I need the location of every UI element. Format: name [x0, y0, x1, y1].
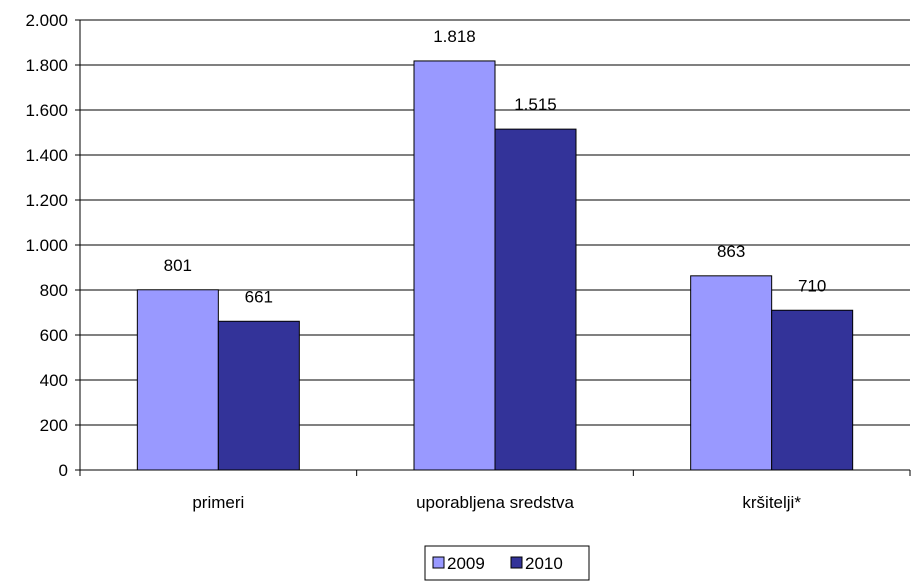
legend-label-2009: 2009: [447, 554, 485, 573]
y-tick-label: 0: [59, 461, 68, 480]
y-tick-label: 1.600: [25, 101, 68, 120]
bar-2009-1: [413, 60, 496, 471]
data-label: 661: [245, 287, 273, 306]
data-label: 801: [164, 256, 192, 275]
y-tick-labels: 0 200 400 600 800 1.000 1.200 1.400 1.600 1.800 2.…: [25, 11, 68, 480]
bar-2009-2: [690, 275, 773, 471]
legend-box: [424, 545, 590, 581]
data-label: 710: [798, 276, 826, 295]
x-tick-label: kršitelji*: [742, 493, 801, 512]
x-tick-label: primeri: [192, 493, 244, 512]
x-tick-label: uporabljena sredstva: [416, 493, 574, 512]
data-labels: 801 661 1.818 1.515 863 710: [164, 27, 827, 306]
bar-2009-0: [136, 289, 219, 471]
data-label: 1.515: [514, 95, 557, 114]
y-tick-label: 1.200: [25, 191, 68, 210]
y-tick-label: 600: [40, 326, 68, 345]
y-tick-label: 1.800: [25, 56, 68, 75]
legend-label-2010: 2010: [525, 554, 563, 573]
bar-2010-1: [494, 128, 577, 471]
y-tick-label: 1.400: [25, 146, 68, 165]
bars: [136, 60, 854, 471]
x-tick-labels: primeri uporabljena sredstva kršitelji*: [192, 493, 801, 512]
y-tick-label: 2.000: [25, 11, 68, 30]
data-label: 863: [717, 242, 745, 261]
legend-swatch-2010: [510, 556, 523, 569]
y-tick-label: 1.000: [25, 236, 68, 255]
axes: [75, 19, 911, 476]
legend: 2009 2010: [424, 545, 590, 581]
legend-swatch-2009: [432, 556, 445, 569]
y-tick-label: 800: [40, 281, 68, 300]
y-tick-label: 200: [40, 416, 68, 435]
bar-2010-2: [771, 309, 854, 471]
bar-2010-0: [217, 320, 300, 471]
y-tick-label: 400: [40, 371, 68, 390]
data-label: 1.818: [433, 27, 476, 46]
